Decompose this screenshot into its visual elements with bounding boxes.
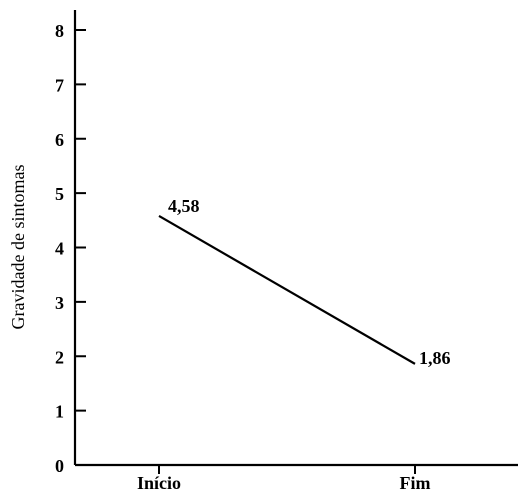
y-tick-label: 3 xyxy=(55,293,64,313)
y-tick-label: 4 xyxy=(55,239,64,259)
y-tick-label: 1 xyxy=(55,402,64,422)
x-tick-label: Início xyxy=(137,473,181,493)
y-tick-label: 7 xyxy=(55,75,64,95)
x-ticks: Início Fim xyxy=(137,465,431,493)
data-label: 1,86 xyxy=(419,348,451,368)
y-tick-label: 0 xyxy=(55,456,64,476)
y-tick-label: 5 xyxy=(55,184,64,204)
y-ticks: 0 1 2 3 4 5 6 7 8 xyxy=(55,21,86,476)
y-tick-label: 8 xyxy=(55,21,64,41)
series-line xyxy=(158,215,416,365)
series-group: 4,58 1,86 xyxy=(158,196,451,368)
y-axis-title: Gravidade de sintomas xyxy=(8,165,28,330)
data-label: 4,58 xyxy=(168,196,200,216)
y-tick-label: 6 xyxy=(55,130,64,150)
x-tick-label: Fim xyxy=(400,473,431,493)
y-tick-label: 2 xyxy=(55,347,64,367)
